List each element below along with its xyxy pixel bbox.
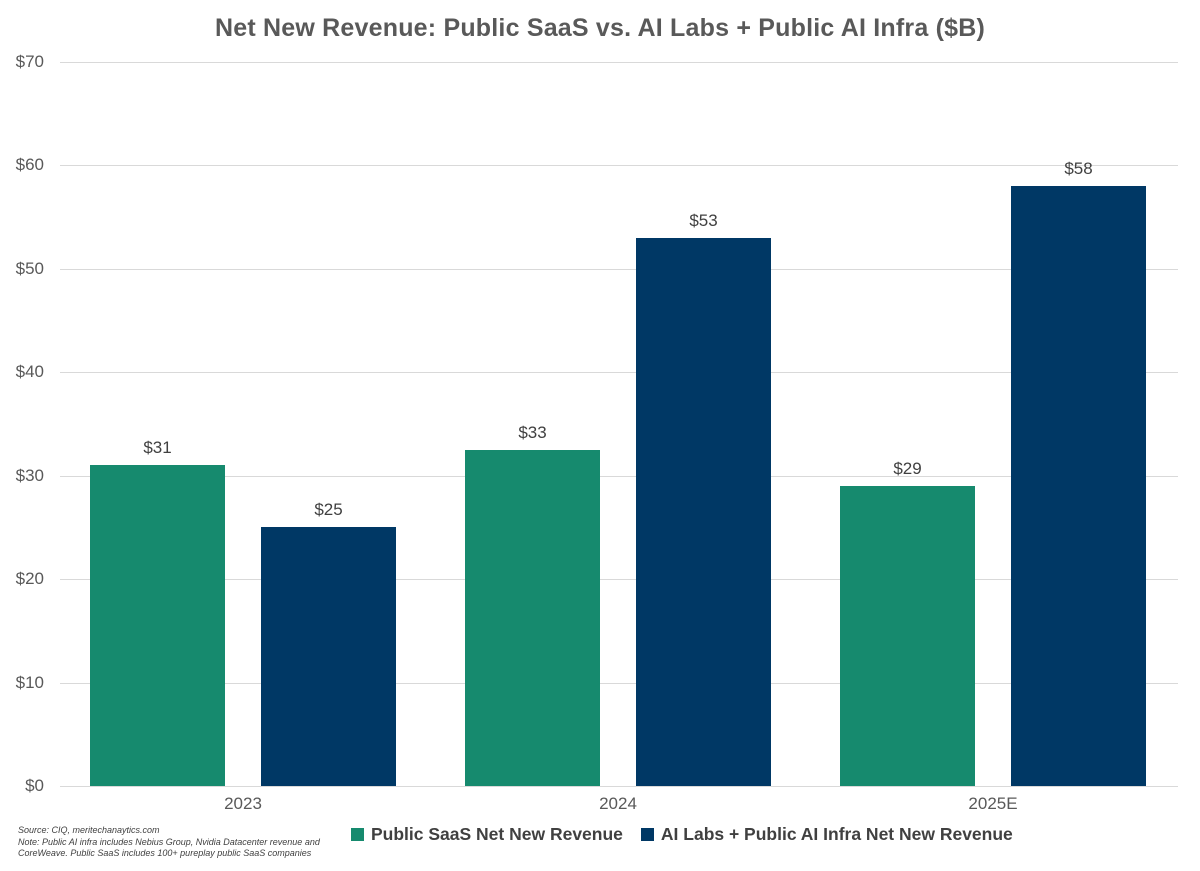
x-tick-label-2023: 2023 [224,794,262,813]
bar-ai-2024 [636,237,771,786]
bar-value-label: $33 [518,422,547,442]
legend-item: AI Labs + Public AI Infra Net New Revenu… [640,823,1013,845]
y-tick-label: $20 [15,569,44,589]
legend: Public SaaS Net New Revenue AI Labs + Pub… [351,824,1013,844]
chart-title: Net New Revenue: Public SaaS vs. AI Labs… [215,14,985,42]
gridline [60,372,1178,374]
gridline [60,62,1178,63]
bar-ai-2025E [1011,186,1146,786]
bar-ai-2023 [261,527,396,786]
y-tick-label: $60 [15,155,44,175]
bar-saas-2025E [840,486,975,786]
y-tick-label: $40 [15,362,44,382]
gridline [60,165,1178,167]
bar-saas-2024 [465,449,600,786]
bar-value-label: $29 [893,459,922,479]
legend-swatch-icon [351,827,364,841]
gridline [60,786,1178,787]
gridline [60,268,1178,270]
legend-label: AI Labs + Public AI Infra Net New Revenu… [660,823,1013,844]
gridline [60,579,1178,581]
y-tick-label: $10 [15,672,44,692]
source-note: Source: CIQ, meritechanaytics.com Note: … [18,825,320,858]
bar-value-label: $58 [1064,159,1093,179]
legend-item: Public SaaS Net New Revenue [351,824,623,845]
bar-value-label: $53 [689,210,718,230]
legend-swatch-icon [640,827,654,841]
y-tick-label: $50 [15,258,44,278]
bar-value-label: $31 [143,438,172,458]
gridline [60,682,1178,684]
x-tick-label-2024: 2024 [599,794,637,813]
x-axis: 2023 2024 2025E [60,794,1178,816]
plot-area: $31 $33 $29 $25 $53 $58 [60,62,1178,787]
bar-saas-2023 [90,465,225,786]
y-tick-label: $0 [25,776,44,795]
x-tick-label-2025E: 2025E [968,794,1018,813]
y-axis: $0 $10 $20 $30 $40 $50 $60 $70 [0,53,44,795]
bar-value-label: $25 [314,500,343,520]
legend-label: Public SaaS Net New Revenue [371,823,623,844]
y-tick-label: $70 [15,52,44,71]
gridline [60,475,1178,477]
y-tick-label: $30 [15,465,44,485]
